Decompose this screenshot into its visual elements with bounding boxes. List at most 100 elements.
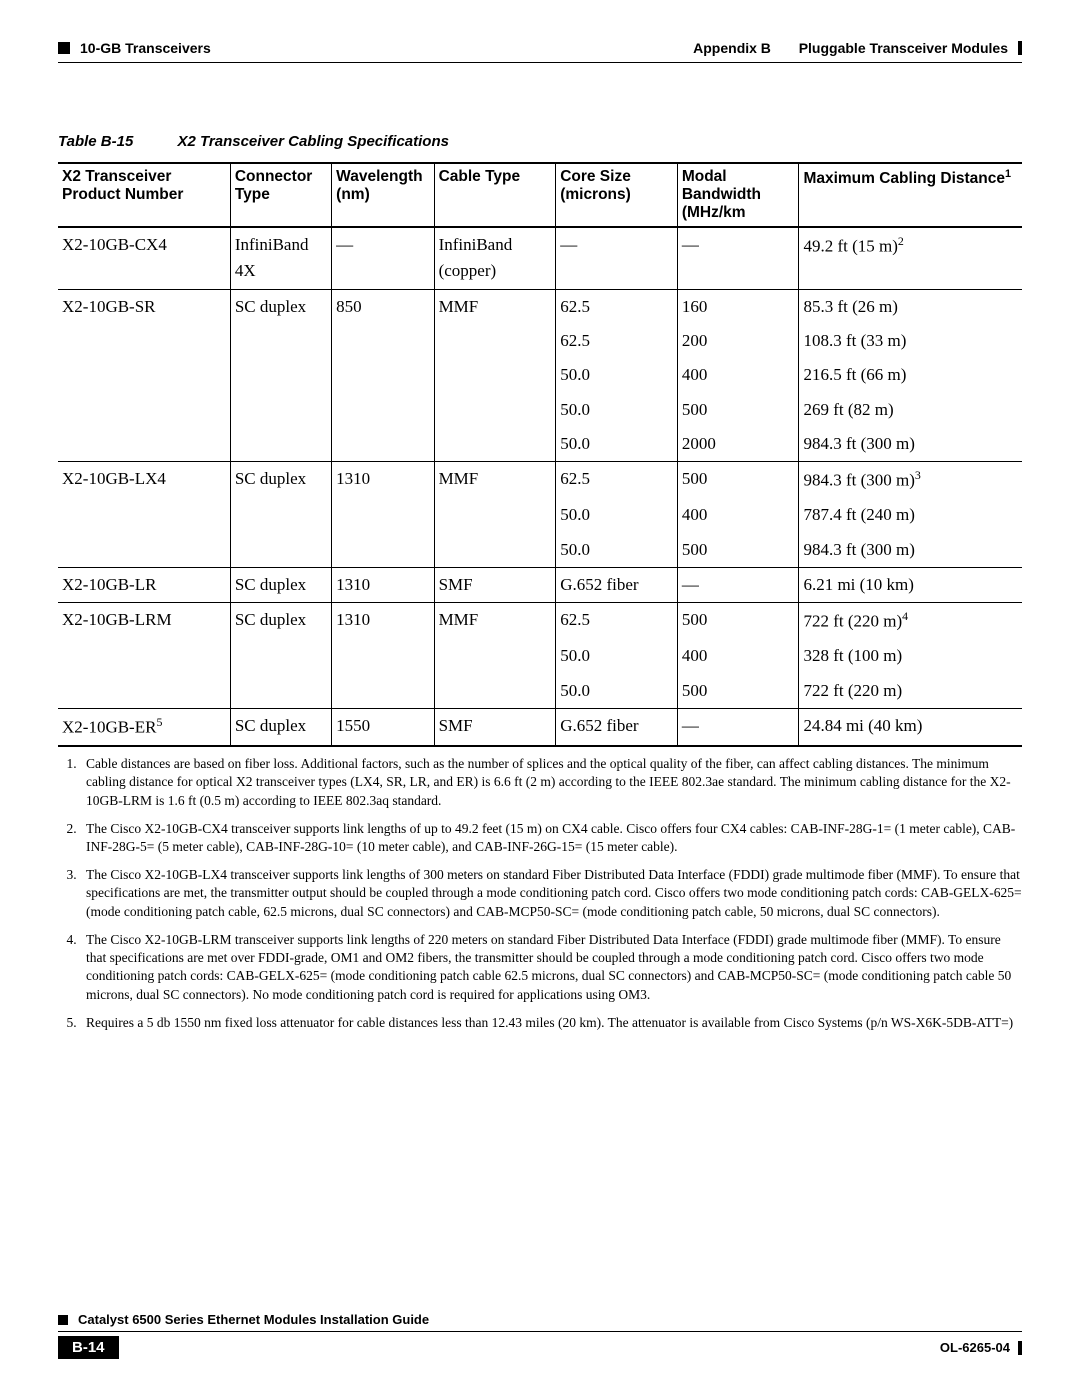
table-row: 50.0400787.4 ft (240 m) [58, 498, 1022, 532]
table-cell: 160 [677, 289, 799, 324]
table-cell: 50.0 [556, 393, 678, 427]
table-cell: 108.3 ft (33 m) [799, 324, 1022, 358]
table-row: 50.0500722 ft (220 m) [58, 674, 1022, 709]
table-cell: SMF [434, 568, 556, 603]
table-cell: 49.2 ft (15 m)2 [799, 227, 1022, 289]
table-caption-text: X2 Transceiver Cabling Specifications [177, 133, 449, 150]
footnote-item: The Cisco X2-10GB-LX4 transceiver suppor… [80, 866, 1022, 921]
table-cell: 62.5 [556, 603, 678, 640]
header-rule [58, 62, 1022, 63]
table-caption: Table B-15 X2 Transceiver Cabling Specif… [58, 133, 1022, 150]
table-cell: SMF [434, 709, 556, 747]
header-section-label: 10-GB Transceivers [80, 40, 211, 56]
header-appendix-title: Pluggable Transceiver Modules [799, 40, 1008, 56]
table-cell [332, 324, 434, 358]
table-cell: 50.0 [556, 639, 678, 673]
table-cell [434, 639, 556, 673]
page-number-badge: B-14 [58, 1336, 119, 1359]
table-cell [230, 674, 331, 709]
bullet-icon [58, 1315, 68, 1325]
table-cell: InfiniBand (copper) [434, 227, 556, 289]
table-cell [230, 498, 331, 532]
table-cell: 984.3 ft (300 m) [799, 533, 1022, 568]
th-bandwidth: Modal Bandwidth (MHz/km [677, 163, 799, 227]
table-row: X2-10GB-LRMSC duplex1310MMF62.5500722 ft… [58, 603, 1022, 640]
table-number: Table B-15 [58, 133, 133, 150]
table-cell [332, 674, 434, 709]
table-cell: 722 ft (220 m)4 [799, 603, 1022, 640]
table-cell: 1310 [332, 462, 434, 499]
table-cell: X2-10GB-CX4 [58, 227, 230, 289]
table-cell [58, 498, 230, 532]
table-cell: 500 [677, 674, 799, 709]
table-cell [434, 533, 556, 568]
th-cabletype: Cable Type [434, 163, 556, 227]
table-cell: 24.84 mi (40 km) [799, 709, 1022, 747]
table-cell: 400 [677, 358, 799, 392]
header-divider-icon [1018, 41, 1022, 55]
table-cell [332, 393, 434, 427]
table-cell: 269 ft (82 m) [799, 393, 1022, 427]
table-cell: 400 [677, 639, 799, 673]
footnote-item: Requires a 5 db 1550 nm fixed loss atten… [80, 1014, 1022, 1032]
table-cell: — [556, 227, 678, 289]
table-cell: 500 [677, 462, 799, 499]
footnote-item: The Cisco X2-10GB-LRM transceiver suppor… [80, 931, 1022, 1004]
table-cell [58, 358, 230, 392]
table-cell [230, 358, 331, 392]
table-cell: 722 ft (220 m) [799, 674, 1022, 709]
footer-rule [58, 1331, 1022, 1332]
table-cell: InfiniBand 4X [230, 227, 331, 289]
table-cell [332, 427, 434, 462]
table-cell: SC duplex [230, 568, 331, 603]
footnotes-list: Cable distances are based on fiber loss.… [58, 755, 1022, 1032]
table-cell: 62.5 [556, 462, 678, 499]
table-cell: MMF [434, 462, 556, 499]
table-cell: 1310 [332, 568, 434, 603]
table-row: X2-10GB-SRSC duplex850MMF62.516085.3 ft … [58, 289, 1022, 324]
table-cell [230, 427, 331, 462]
table-cell: G.652 fiber [556, 709, 678, 747]
table-row: X2-10GB-LRSC duplex1310SMFG.652 fiber—6.… [58, 568, 1022, 603]
table-cell: 200 [677, 324, 799, 358]
table-row: 50.0400328 ft (100 m) [58, 639, 1022, 673]
header-right: Appendix B Pluggable Transceiver Modules [693, 40, 1022, 56]
table-cell [230, 393, 331, 427]
table-cell [434, 324, 556, 358]
table-row: 50.0500269 ft (82 m) [58, 393, 1022, 427]
footnote-item: Cable distances are based on fiber loss.… [80, 755, 1022, 810]
table-cell: X2-10GB-ER5 [58, 709, 230, 747]
table-cell [58, 533, 230, 568]
table-cell: G.652 fiber [556, 568, 678, 603]
table-cell: 50.0 [556, 498, 678, 532]
table-cell: — [677, 568, 799, 603]
table-cell: SC duplex [230, 709, 331, 747]
footer-bottom-row: B-14 OL-6265-04 [58, 1336, 1022, 1359]
header-left: 10-GB Transceivers [58, 40, 211, 56]
table-cell: 85.3 ft (26 m) [799, 289, 1022, 324]
table-cell [230, 324, 331, 358]
table-cell: — [332, 227, 434, 289]
table-cell: 50.0 [556, 674, 678, 709]
table-cell [434, 498, 556, 532]
table-cell [434, 393, 556, 427]
table-cell: SC duplex [230, 462, 331, 499]
table-row: X2-10GB-ER5SC duplex1550SMFG.652 fiber—2… [58, 709, 1022, 747]
table-cell: MMF [434, 289, 556, 324]
table-row: 50.0400216.5 ft (66 m) [58, 358, 1022, 392]
table-cell [230, 533, 331, 568]
footnote-item: The Cisco X2-10GB-CX4 transceiver suppor… [80, 820, 1022, 856]
table-cell: 787.4 ft (240 m) [799, 498, 1022, 532]
table-cell: 500 [677, 393, 799, 427]
table-cell: 50.0 [556, 427, 678, 462]
bullet-icon [58, 42, 70, 54]
table-row: X2-10GB-LX4SC duplex1310MMF62.5500984.3 … [58, 462, 1022, 499]
table-cell [434, 674, 556, 709]
table-cell: 6.21 mi (10 km) [799, 568, 1022, 603]
table-cell [434, 427, 556, 462]
th-product: X2 Transceiver Product Number [58, 163, 230, 227]
table-row: 62.5200108.3 ft (33 m) [58, 324, 1022, 358]
table-cell [332, 358, 434, 392]
table-cell: MMF [434, 603, 556, 640]
table-cell [58, 393, 230, 427]
